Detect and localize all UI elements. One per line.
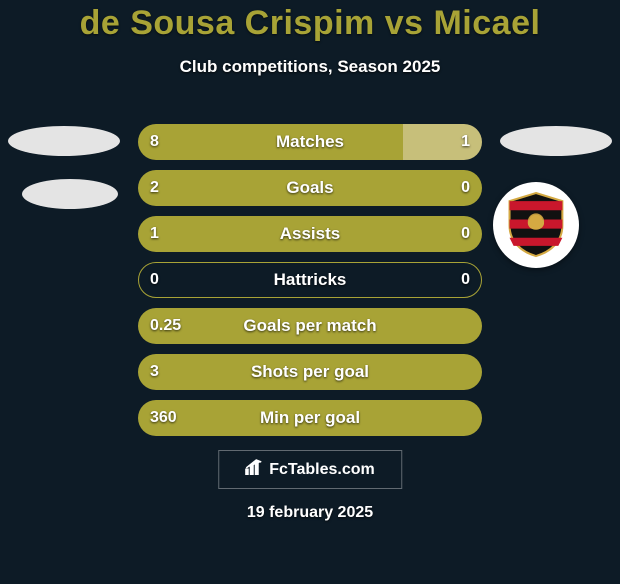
- placeholder-oval: [8, 126, 120, 156]
- club-badge: [493, 182, 579, 268]
- page-subtitle: Club competitions, Season 2025: [0, 57, 620, 77]
- page-title: de Sousa Crispim vs Micael: [0, 4, 620, 43]
- bar-full-segment: [138, 216, 482, 252]
- stat-row: Assists10: [138, 216, 482, 252]
- bar-chart-icon: [245, 459, 263, 480]
- bar-full-segment: [138, 400, 482, 436]
- fctables-label: FcTables.com: [269, 461, 375, 479]
- stat-row: Min per goal360: [138, 400, 482, 436]
- bar-full-segment: [138, 354, 482, 390]
- stat-row: Hattricks00: [138, 262, 482, 298]
- placeholder-oval: [22, 179, 118, 209]
- stat-row: Goals per match0.25: [138, 308, 482, 344]
- stat-row: Goals20: [138, 170, 482, 206]
- stat-row: Shots per goal3: [138, 354, 482, 390]
- bar-left-segment: [138, 124, 403, 160]
- stat-row: Matches81: [138, 124, 482, 160]
- date-label: 19 february 2025: [0, 504, 620, 522]
- bar-full-segment: [138, 170, 482, 206]
- bar-full-segment: [138, 308, 482, 344]
- placeholder-oval: [500, 126, 612, 156]
- fctables-watermark: FcTables.com: [218, 450, 402, 489]
- bar-right-segment: [403, 124, 482, 160]
- bar-empty-segment: [138, 262, 482, 298]
- comparison-bars: Matches81 Goals20 Assists10 Hattricks00 Goal…: [138, 124, 482, 446]
